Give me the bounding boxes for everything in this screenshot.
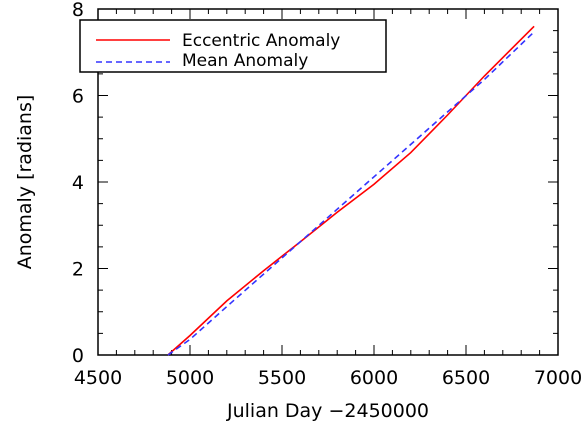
- y-tick-label: 6: [72, 86, 84, 108]
- x-tick-label: 4500: [74, 367, 122, 389]
- x-tick-label: 6000: [350, 367, 398, 389]
- x-tick-label: 5000: [166, 367, 214, 389]
- series-line-eccentric-anomaly: [167, 25, 535, 356]
- legend-box: [79, 19, 387, 73]
- y-tick-label: 8: [72, 0, 84, 21]
- y-tick-label: 4: [72, 172, 84, 194]
- series-line-mean-anomaly: [167, 31, 535, 356]
- legend: Eccentric Anomaly Mean Anomaly: [79, 19, 387, 73]
- legend-label-eccentric: Eccentric Anomaly: [182, 31, 340, 51]
- x-tick-label: 5500: [258, 367, 306, 389]
- y-tick-label: 2: [72, 259, 84, 281]
- legend-label-mean: Mean Anomaly: [182, 51, 308, 71]
- x-axis-label: Julian Day −2450000: [226, 400, 429, 422]
- y-axis-label: Anomaly [radians]: [14, 95, 36, 270]
- y-tick-labels: 0 2 4 6 8: [72, 0, 84, 367]
- series-lines: [167, 25, 535, 356]
- x-tick-labels: 4500 5000 5500 6000 6500 7000: [74, 367, 582, 389]
- y-tick-label: 0: [72, 345, 84, 367]
- x-tick-label: 6500: [442, 367, 490, 389]
- x-tick-label: 7000: [534, 367, 582, 389]
